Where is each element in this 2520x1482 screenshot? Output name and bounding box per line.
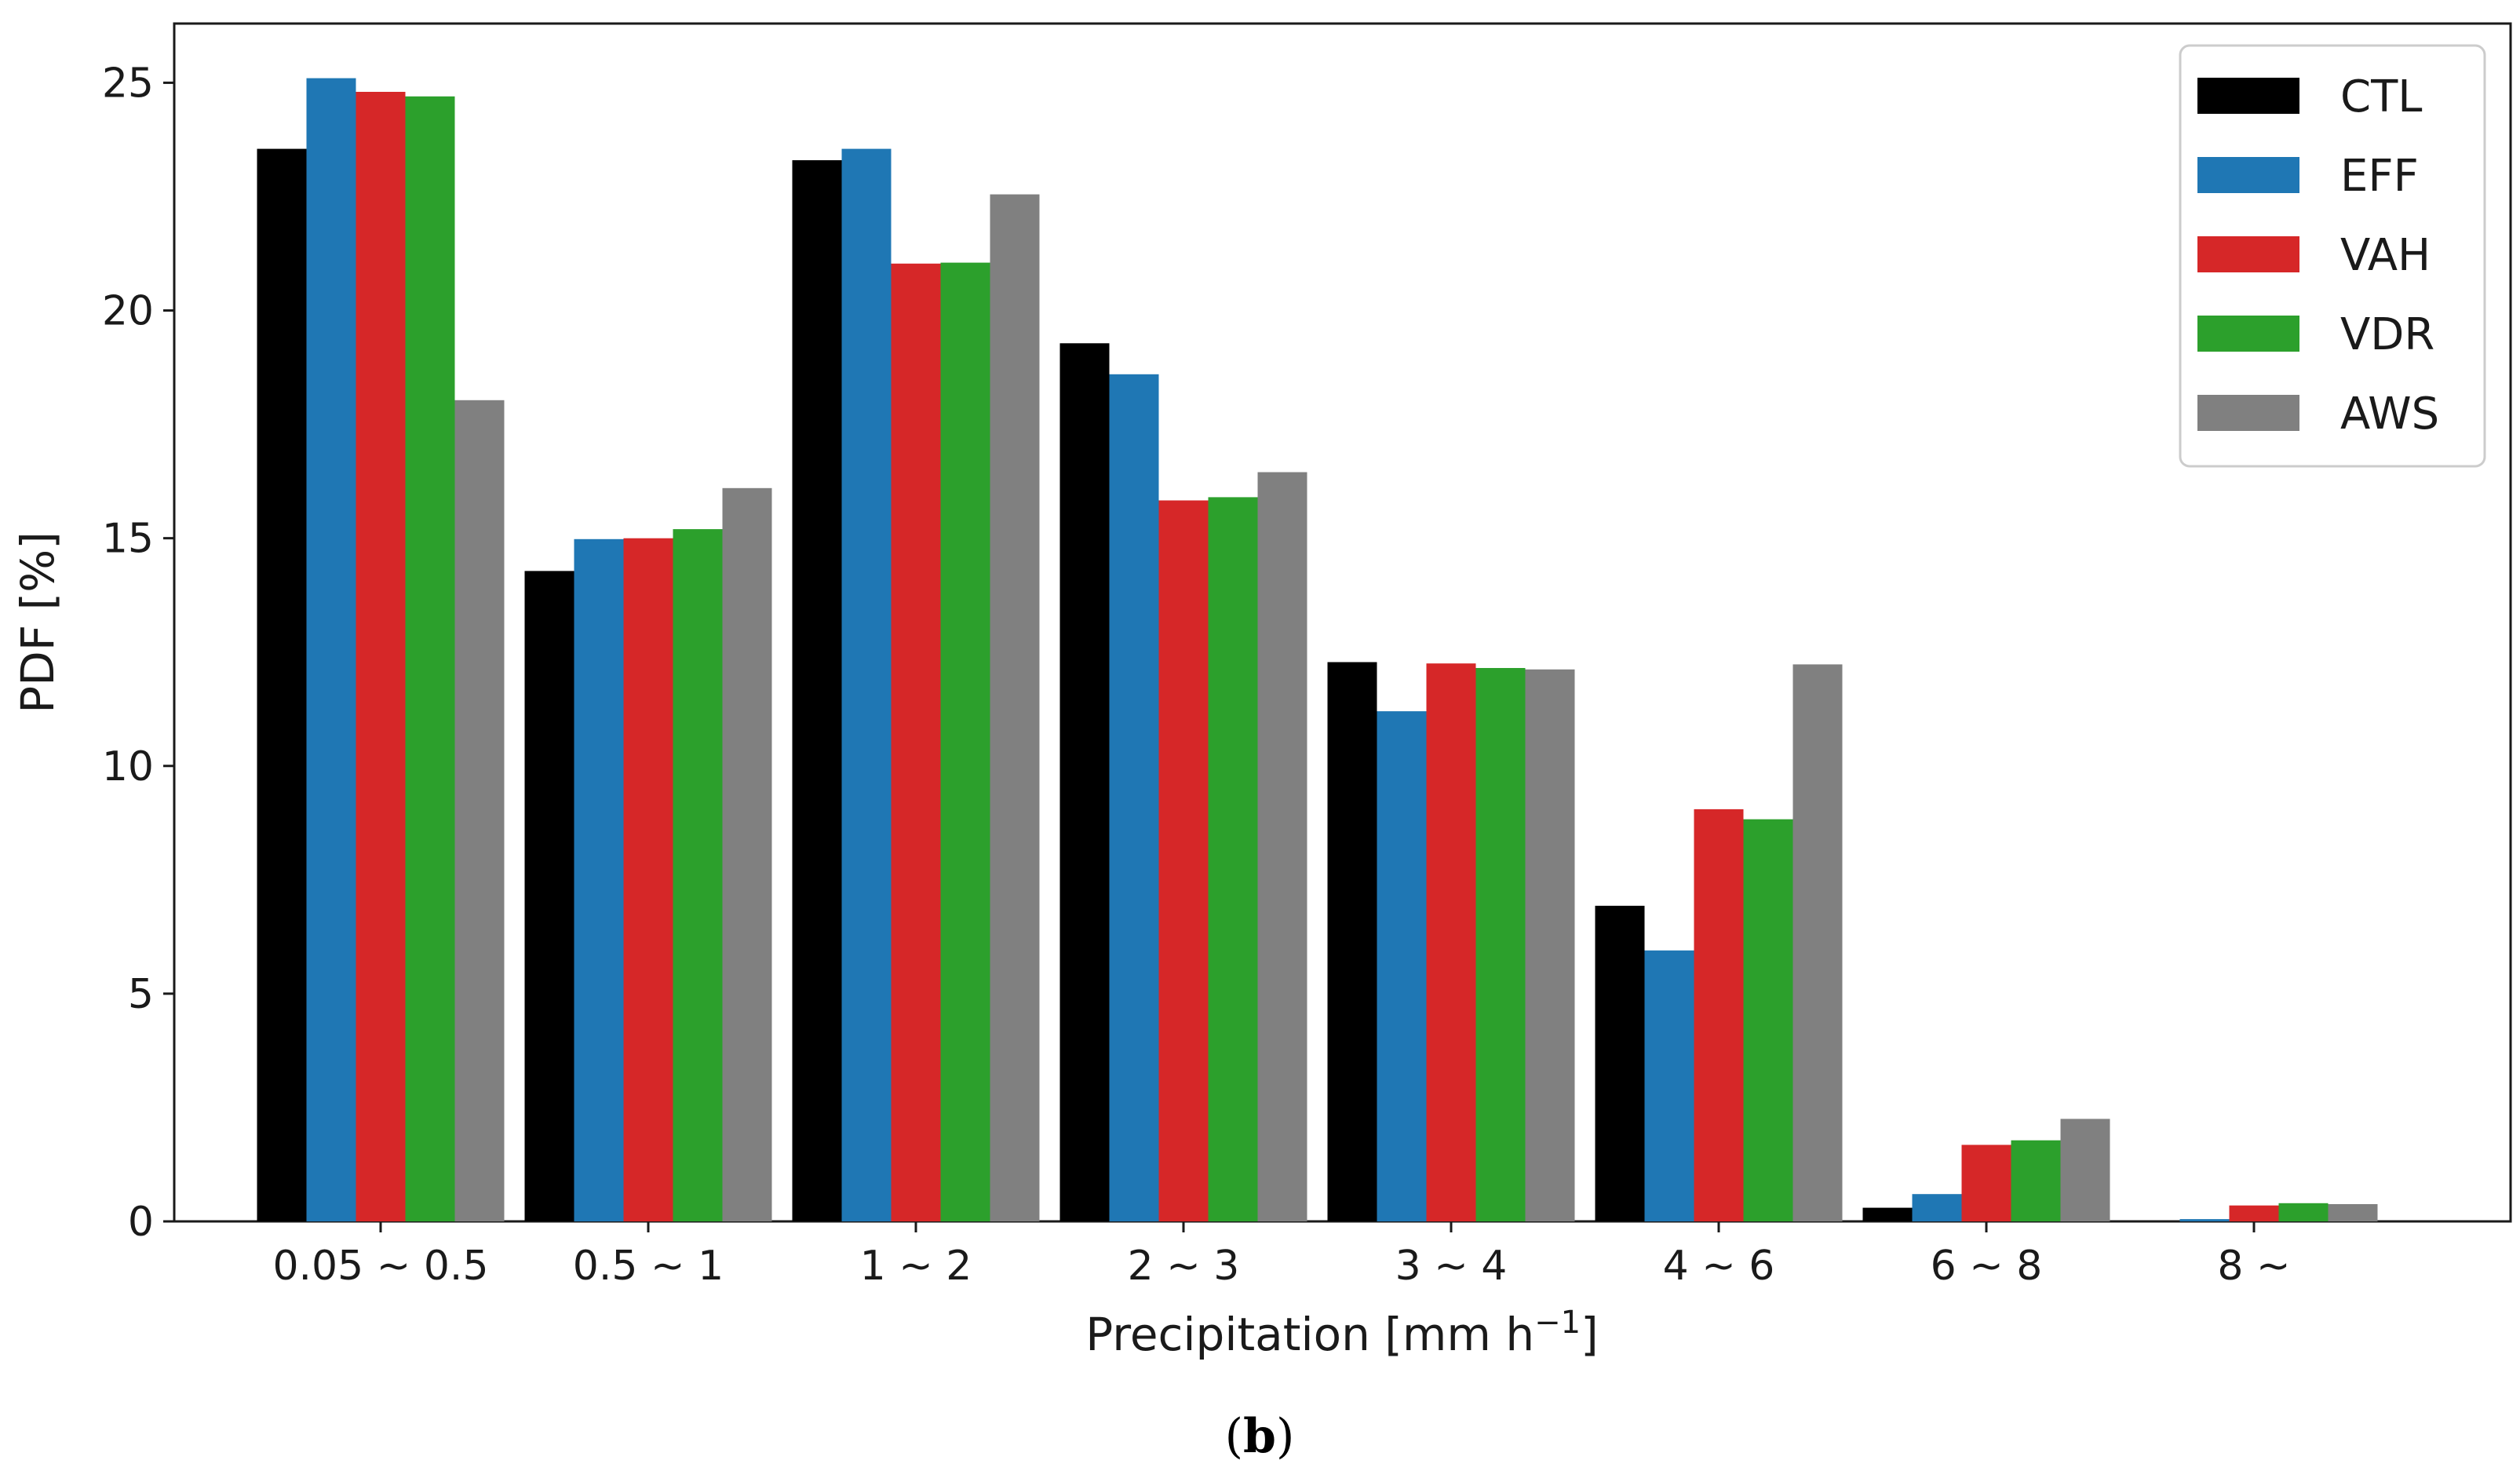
bar-vdr-3	[1208, 497, 1258, 1221]
x-axis-label-superscript: −1	[1534, 1305, 1581, 1341]
legend-swatch-vdr	[2197, 316, 2299, 352]
bar-eff-0	[306, 78, 356, 1222]
caption-open: (	[1225, 1409, 1243, 1464]
bar-vdr-2	[940, 262, 990, 1222]
bar-ctl-0	[257, 148, 307, 1222]
y-axis: 0 5 10 15 20 25	[102, 60, 174, 1246]
legend-entries: CTL EFF VAH VDR AWS	[2197, 71, 2439, 440]
bar-aws-2	[990, 194, 1040, 1222]
x-tick-label-2: 1 ~ 2	[860, 1243, 972, 1290]
x-tick-label-1: 0.5 ~ 1	[573, 1243, 724, 1290]
legend-label-aws: AWS	[2340, 389, 2439, 440]
bar-vdr-6	[2011, 1140, 2061, 1221]
bar-vah-0	[356, 92, 406, 1221]
x-axis-label: Precipitation [mm h−1]	[1085, 1305, 1598, 1361]
bar-vdr-4	[1475, 668, 1526, 1221]
bar-aws-0	[454, 400, 505, 1221]
bar-vah-2	[891, 263, 941, 1221]
bar-ctl-3	[1059, 343, 1110, 1221]
y-tick-label-1: 5	[128, 971, 154, 1018]
legend-label-ctl: CTL	[2340, 71, 2423, 122]
x-axis-label-main: Precipitation [mm h	[1085, 1308, 1534, 1361]
y-tick-label-3: 15	[102, 516, 154, 563]
bar-aws-4	[1525, 669, 1575, 1221]
bar-eff-3	[1109, 374, 1159, 1221]
y-tick-label-4: 20	[102, 288, 154, 335]
legend: CTL EFF VAH VDR AWS	[2179, 44, 2486, 468]
bar-ctl-5	[1595, 905, 1645, 1221]
bar-aws-7	[2328, 1204, 2378, 1221]
bar-vah-3	[1158, 500, 1209, 1221]
bar-ctl-1	[524, 571, 574, 1221]
bar-aws-5	[1792, 664, 1843, 1221]
bar-aws-6	[2060, 1119, 2110, 1221]
bar-vdr-5	[1743, 819, 1793, 1221]
caption-letter: b	[1243, 1409, 1276, 1464]
bar-vah-7	[2229, 1205, 2279, 1221]
legend-swatch-ctl	[2197, 78, 2299, 114]
bar-eff-7	[2179, 1219, 2230, 1221]
figure-caption: (b)	[1225, 1409, 1295, 1464]
bar-eff-1	[574, 538, 624, 1221]
bar-vah-6	[1961, 1144, 2011, 1221]
bar-vah-5	[1694, 809, 1744, 1221]
x-axis: 0.05 ~ 0.5 0.5 ~ 1 1 ~ 2 2 ~ 3 3 ~ 4 4 ~ 6 6 ~…	[272, 1221, 2291, 1290]
x-tick-label-6: 6 ~ 8	[1931, 1243, 2043, 1290]
y-axis-label: PDF [%]	[11, 531, 64, 714]
bar-aws-1	[722, 487, 772, 1221]
bar-vah-4	[1426, 663, 1476, 1221]
x-tick-label-7: 8 ~	[2217, 1243, 2290, 1290]
x-axis-label-suffix: ]	[1581, 1308, 1599, 1361]
bar-aws-3	[1257, 472, 1307, 1221]
bar-vdr-0	[405, 96, 455, 1221]
legend-swatch-eff	[2197, 157, 2299, 193]
bar-vdr-1	[673, 529, 723, 1221]
bar-ctl-2	[792, 160, 842, 1222]
bar-ctl-6	[1862, 1207, 1913, 1221]
bar-ctl-4	[1327, 662, 1377, 1221]
y-tick-label-5: 25	[102, 60, 154, 107]
legend-swatch-vah	[2197, 236, 2299, 272]
x-tick-label-4: 3 ~ 4	[1395, 1243, 1508, 1290]
x-tick-label-3: 2 ~ 3	[1128, 1243, 1240, 1290]
legend-label-vah: VAH	[2340, 230, 2431, 281]
bar-eff-6	[1912, 1194, 1962, 1221]
bar-eff-4	[1377, 711, 1427, 1221]
bars-layer	[257, 78, 2378, 1222]
bar-eff-5	[1644, 950, 1694, 1221]
legend-frame	[2179, 44, 2486, 468]
caption-close: )	[1276, 1409, 1294, 1464]
legend-swatch-aws	[2197, 395, 2299, 431]
bar-vdr-7	[2278, 1203, 2329, 1221]
bar-vah-1	[623, 538, 673, 1221]
x-tick-label-5: 4 ~ 6	[1663, 1243, 1775, 1290]
y-tick-label-0: 0	[128, 1199, 154, 1246]
legend-label-vdr: VDR	[2340, 309, 2434, 360]
legend-label-eff: EFF	[2340, 151, 2419, 202]
bar-eff-2	[841, 148, 892, 1222]
x-tick-label-0: 0.05 ~ 0.5	[272, 1243, 488, 1290]
y-tick-label-2: 10	[102, 743, 154, 790]
